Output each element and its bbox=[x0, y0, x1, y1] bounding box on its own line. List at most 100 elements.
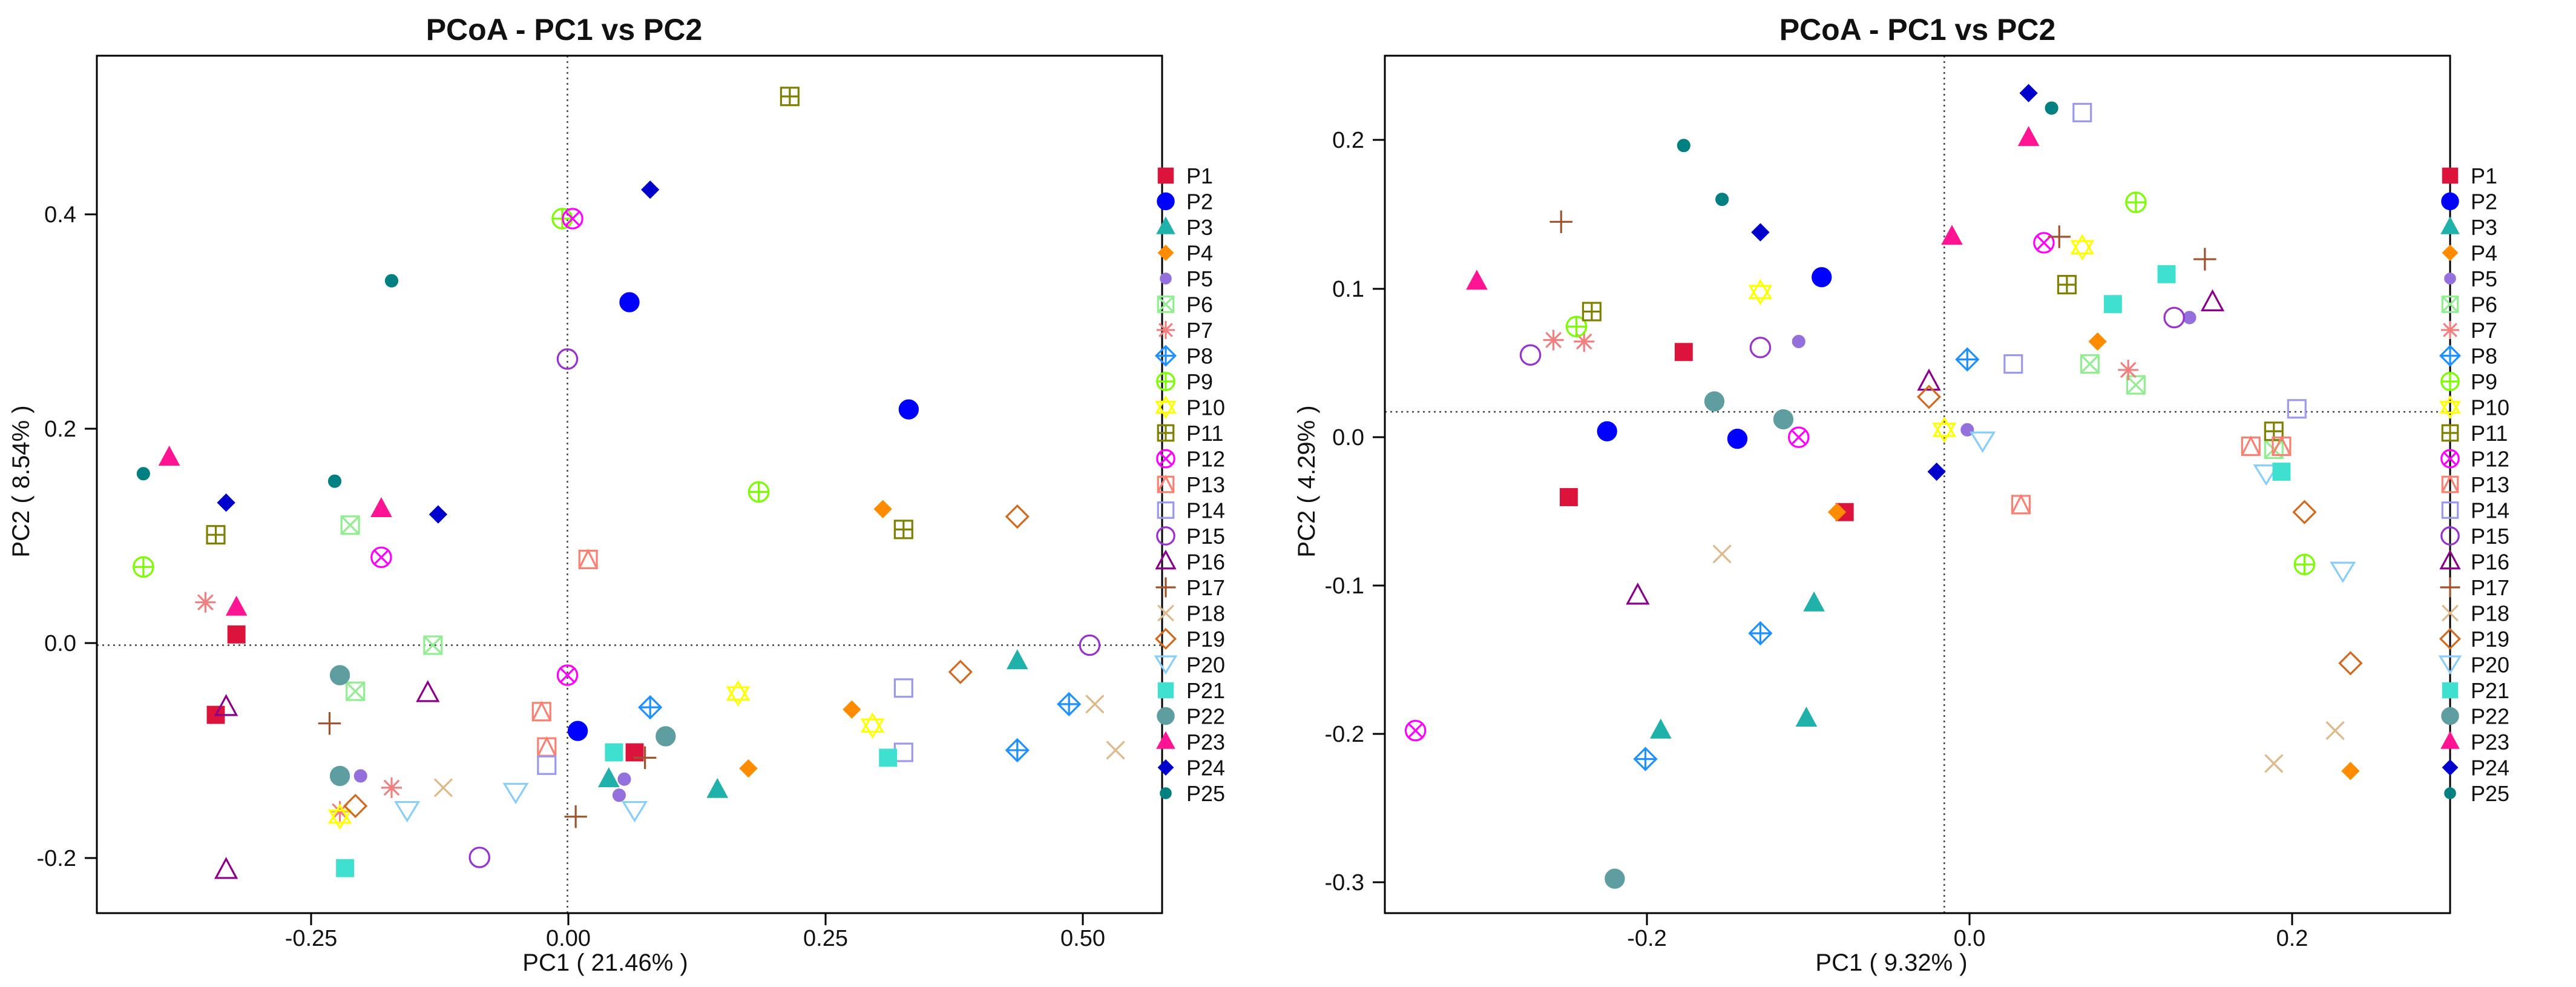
point-p15 bbox=[556, 348, 579, 370]
point-p7 bbox=[195, 592, 216, 613]
point-p24 bbox=[429, 505, 448, 524]
legend-marker bbox=[2442, 682, 2459, 699]
point-p6 bbox=[346, 681, 366, 701]
point-p3 bbox=[1803, 591, 1825, 612]
point-p4 bbox=[2088, 332, 2107, 351]
legend: P1P2P3P4P5P6P7P8P9P10P11P12P13P14P15P16P… bbox=[2438, 163, 2509, 806]
legend-item-p14: P14 bbox=[1157, 498, 1225, 523]
legend-marker bbox=[1157, 424, 1175, 442]
point-p13 bbox=[2011, 493, 2031, 515]
point-p17 bbox=[2193, 248, 2216, 271]
legend-marker bbox=[1156, 216, 1175, 234]
legend-item-p7: P7 bbox=[1157, 318, 1213, 343]
legend-label: P22 bbox=[2471, 704, 2509, 729]
legend-marker bbox=[2440, 216, 2460, 234]
x-ticks: -0.25 0.00 0.25 0.50 bbox=[285, 913, 1105, 951]
point-p19 bbox=[1916, 385, 1942, 409]
point-p2 bbox=[619, 292, 640, 312]
legend-marker bbox=[1154, 345, 1177, 367]
point-p14 bbox=[537, 755, 557, 775]
point-p8 bbox=[1005, 738, 1030, 763]
data-points bbox=[133, 87, 1125, 879]
legend-marker bbox=[2441, 295, 2459, 313]
point-p15 bbox=[1079, 634, 1101, 656]
point-p20 bbox=[1970, 431, 1996, 453]
point-p7 bbox=[2118, 359, 2139, 380]
point-p7 bbox=[1543, 329, 1564, 351]
point-p12 bbox=[1404, 719, 1427, 742]
legend-item-p8: P8 bbox=[1154, 344, 1213, 369]
point-p25 bbox=[2045, 101, 2058, 115]
legend-item-p11: P11 bbox=[2441, 421, 2508, 446]
legend-label: P20 bbox=[2471, 653, 2509, 678]
legend-label: P12 bbox=[2471, 447, 2509, 472]
legend-marker bbox=[1157, 707, 1175, 725]
legend-label: P16 bbox=[2471, 550, 2509, 575]
legend-label: P23 bbox=[1186, 730, 1225, 754]
legend-marker bbox=[1157, 321, 1175, 339]
legend-marker bbox=[2440, 526, 2460, 546]
point-p16 bbox=[1626, 583, 1650, 605]
point-p11 bbox=[780, 87, 800, 107]
point-p10 bbox=[1748, 279, 1773, 306]
point-p5 bbox=[353, 769, 367, 783]
point-p19 bbox=[343, 793, 368, 819]
point-p21 bbox=[2272, 463, 2291, 481]
point-p16 bbox=[1917, 368, 1941, 391]
point-p10 bbox=[860, 712, 885, 739]
legend-item-p8: P8 bbox=[2439, 344, 2497, 369]
point-p2 bbox=[1597, 421, 1617, 441]
point-p25 bbox=[1715, 193, 1729, 206]
point-p17 bbox=[1549, 210, 1572, 234]
legend-marker bbox=[1156, 731, 1175, 749]
point-p5 bbox=[2183, 311, 2196, 325]
point-p9 bbox=[2125, 191, 2147, 213]
legend-label: P15 bbox=[2471, 524, 2509, 549]
point-p12 bbox=[370, 546, 392, 569]
legend-label: P5 bbox=[2471, 266, 2497, 291]
point-p25 bbox=[136, 467, 150, 481]
point-p13 bbox=[578, 548, 598, 569]
point-p15 bbox=[468, 847, 490, 868]
y-tick-label: 0.0 bbox=[44, 631, 76, 656]
legend-label: P18 bbox=[2471, 601, 2509, 626]
legend-item-p6: P6 bbox=[1157, 292, 1213, 317]
legend-label: P9 bbox=[1186, 369, 1213, 394]
chart-panel-left: PCoA - PC1 vs PC2 PC1 ( 21.46% ) PC2 ( 8… bbox=[8, 13, 1225, 976]
y-tick-label: -0.2 bbox=[1325, 722, 1364, 747]
legend-item-p4: P4 bbox=[1157, 241, 1213, 266]
point-p10 bbox=[726, 680, 751, 707]
legend-marker bbox=[1157, 682, 1174, 699]
point-p4 bbox=[739, 759, 758, 778]
point-p16 bbox=[416, 680, 440, 702]
legend-item-p1: P1 bbox=[1157, 163, 1213, 188]
legend-marker bbox=[2441, 707, 2459, 725]
point-p1 bbox=[1559, 488, 1578, 506]
point-p25 bbox=[327, 474, 342, 488]
point-p14 bbox=[893, 678, 913, 698]
point-p18 bbox=[1106, 741, 1125, 760]
x-tick-label: 0.0 bbox=[1954, 926, 1986, 951]
legend-item-p2: P2 bbox=[1157, 190, 1213, 214]
point-p23 bbox=[2017, 126, 2040, 147]
legend-item-p7: P7 bbox=[2441, 318, 2497, 343]
point-p2 bbox=[567, 721, 588, 741]
legend-label: P11 bbox=[1186, 421, 1223, 446]
point-p21 bbox=[605, 743, 623, 762]
legend-label: P24 bbox=[1186, 756, 1225, 781]
legend-label: P25 bbox=[1186, 781, 1225, 806]
legend-label: P17 bbox=[1186, 575, 1225, 600]
legend-marker bbox=[1157, 474, 1175, 493]
point-p8 bbox=[1633, 747, 1658, 771]
point-p9 bbox=[2293, 553, 2316, 575]
legend-item-p17: P17 bbox=[1155, 575, 1225, 600]
point-p17 bbox=[2048, 225, 2071, 248]
legend-item-p23: P23 bbox=[2440, 730, 2509, 754]
legend-label: P7 bbox=[1186, 318, 1213, 343]
point-p16 bbox=[214, 857, 238, 879]
y-axis-label: PC2 ( 8.54% ) bbox=[8, 405, 34, 557]
point-p13 bbox=[2272, 435, 2292, 457]
point-p4 bbox=[843, 700, 861, 719]
legend-item-p25: P25 bbox=[2444, 781, 2509, 806]
legend-label: P6 bbox=[2471, 292, 2497, 317]
